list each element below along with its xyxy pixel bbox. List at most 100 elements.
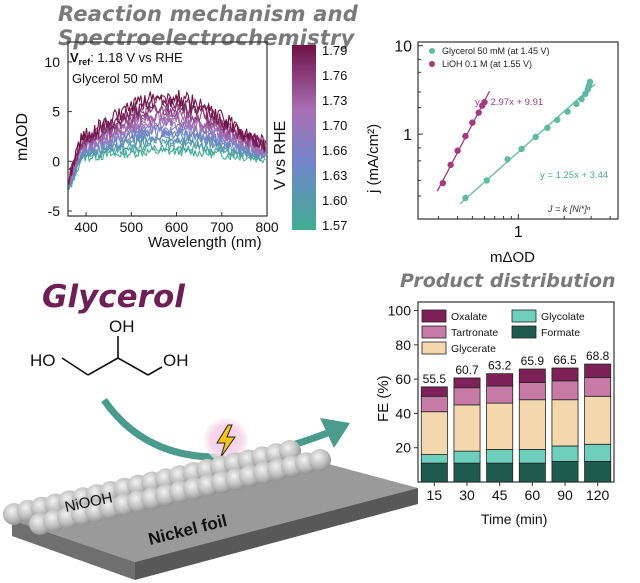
bar-total-label: 60.7 [455, 363, 479, 377]
data-point [518, 145, 525, 153]
legend-swatch-glycolate [511, 309, 537, 323]
colorbar-tick-label: 1.63 [322, 168, 347, 183]
lightning-bolt-icon [216, 424, 236, 458]
bar-ytick-label: 100 [388, 303, 412, 319]
spectra-xlabel: Wavelength (nm) [148, 234, 262, 251]
colorbar-tick-label: 1.76 [322, 68, 347, 83]
bar-segment [551, 380, 579, 401]
spectrum-line [68, 123, 267, 186]
loglog-xlabel: mΔOD [490, 249, 535, 266]
bar-segment [551, 461, 579, 483]
bar-ytick-label: 40 [395, 405, 411, 421]
bar-total-label: 68.8 [586, 349, 610, 363]
legend-lioh: LiOH 0.1 M (at 1.55 V) [442, 59, 532, 69]
bar-segment [453, 404, 481, 452]
data-point [447, 161, 454, 169]
bar-content: 55.5 15 60.7 30 63.2 45 65.9 60 66.5 90 68.8 120 20 4… [388, 303, 612, 503]
product-distribution-title: Product distribution [400, 270, 616, 292]
concentration-annotation: Glycerol 50 mM [72, 71, 163, 86]
bar-segment [486, 462, 514, 483]
data-point [554, 116, 561, 124]
data-point [504, 156, 511, 163]
data-point [586, 78, 594, 86]
legend-swatch-tartronate [421, 325, 447, 339]
data-point [544, 124, 551, 132]
bar-ytick-label: 20 [395, 440, 411, 456]
data-point [532, 133, 539, 141]
fit-glycerol: y = 1.25x + 3.44 [540, 170, 608, 181]
spectra-ytick-label: -5 [48, 203, 61, 219]
fit-line [459, 83, 596, 205]
bar-segment [420, 462, 448, 483]
colorbar-ticks: 1.79 1.76 1.73 1.70 1.66 1.63 1.60 1.57 [322, 43, 347, 233]
spectra-xtick-label: 800 [255, 219, 279, 235]
bar-segment [453, 462, 481, 483]
bar-segment [551, 367, 579, 382]
colorbar-tick-label: 1.66 [322, 143, 347, 158]
bar-xlabel: Time (min) [481, 511, 547, 527]
data-point [462, 194, 469, 202]
figure-title: Reaction mechanism and Spectroelectroche… [58, 2, 358, 50]
bar-segment [420, 386, 448, 397]
data-point [462, 132, 469, 140]
colorbar-tick-label: 1.60 [322, 193, 347, 208]
bar-segment [486, 402, 514, 450]
bar-segment [486, 385, 514, 404]
bar-xtick-label: 15 [427, 487, 443, 503]
bar-segment [518, 382, 546, 401]
glycerol-structure [61, 336, 163, 376]
niooh-particles [3, 440, 331, 535]
bar-segment [584, 377, 612, 397]
bar-total-label: 63.2 [488, 359, 512, 373]
bar-xtick-label: 120 [586, 487, 610, 503]
bar-segment [518, 399, 546, 450]
bar-segment [551, 399, 579, 447]
spectrum-line [68, 136, 266, 189]
spectra-ytick-label: 5 [52, 104, 60, 120]
spectrum-line [68, 111, 266, 182]
hydroxyl-left: HO [30, 351, 56, 370]
bar-segment [518, 462, 546, 483]
bar-total-label: 66.5 [553, 353, 577, 367]
bar-segment [420, 411, 448, 455]
data-point [573, 100, 580, 108]
bar-segment [518, 368, 546, 383]
hydroxyl-top: OH [109, 317, 135, 336]
colorbar-label: V vs RHE [272, 121, 289, 190]
colorbar-tick-label: 1.79 [322, 43, 347, 58]
vref-annotation: Vref: 1.18 V vs RHE [70, 50, 183, 67]
legend-formate: Formate [541, 327, 580, 339]
bar-xtick-label: 30 [459, 487, 475, 503]
spectra-xtick-label: 400 [74, 219, 98, 235]
glycerol-label: Glycerol [42, 279, 185, 315]
bar-xtick-label: 90 [557, 487, 573, 503]
niooh-particle [309, 449, 331, 471]
loglog-ytick-label: 10 [394, 39, 412, 56]
data-point [439, 179, 447, 187]
spectrum-line [68, 90, 267, 173]
bar-ylabel: FE (%) [375, 375, 392, 422]
bar-segment [486, 373, 514, 387]
bar-segment [584, 443, 612, 462]
bar-segment [518, 449, 546, 464]
legend-swatch-glycerate [421, 341, 447, 355]
loglog-ylabel: j (mA/cm²) [365, 124, 382, 194]
colorbar [292, 45, 316, 230]
bar-segment [420, 395, 448, 413]
bar-frame [417, 301, 615, 483]
spectrum-line [68, 117, 266, 186]
spectra-frame [67, 41, 268, 217]
foil-top [12, 455, 418, 562]
fit-lioh: y = 2.97x + 9.91 [475, 97, 543, 108]
legend-swatch-formate [511, 325, 537, 339]
bar-segment [453, 450, 481, 464]
data-point [454, 147, 461, 154]
bar-segment [584, 363, 612, 378]
bar-segment [453, 377, 481, 389]
foil-side [135, 488, 418, 580]
data-point [481, 98, 488, 106]
data-point [564, 108, 571, 115]
